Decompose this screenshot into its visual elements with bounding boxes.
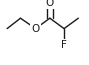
Text: O: O [46,0,54,8]
Text: O: O [32,24,40,34]
Text: F: F [61,40,67,51]
